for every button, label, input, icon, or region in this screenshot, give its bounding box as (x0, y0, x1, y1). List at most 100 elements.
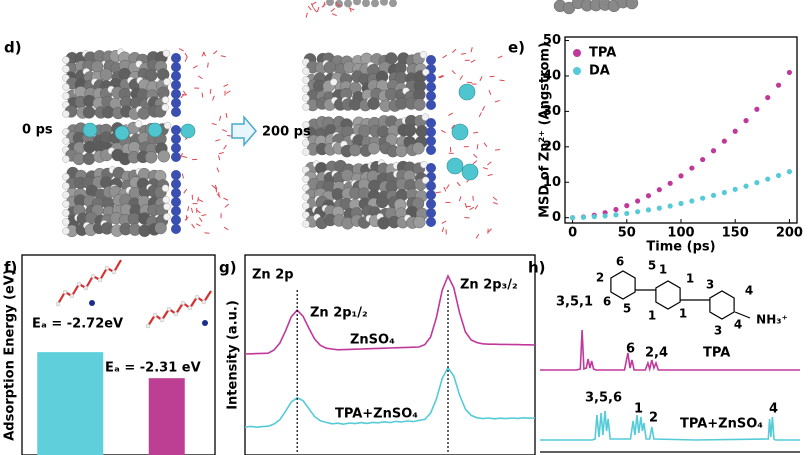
water (464, 202, 468, 208)
bar (37, 352, 104, 455)
illustrations (55, 0, 751, 329)
water (223, 84, 229, 87)
water (483, 142, 488, 147)
water (470, 47, 473, 53)
nitrogen (426, 82, 436, 92)
atom (389, 0, 397, 8)
structure-label: 5 (623, 302, 631, 316)
atom (194, 294, 200, 300)
water (197, 196, 199, 202)
structure-label: 6 (603, 295, 611, 309)
zinc-ion (82, 122, 98, 138)
water (202, 51, 207, 57)
water (459, 75, 464, 81)
atom (403, 124, 417, 137)
atom (111, 269, 117, 275)
zinc-atom (202, 320, 208, 326)
water (213, 50, 218, 55)
nitrogen (171, 179, 181, 189)
water (223, 144, 227, 150)
water (223, 197, 229, 201)
nitrogen (426, 73, 436, 83)
atom (173, 311, 179, 317)
point (689, 198, 695, 204)
arrow (231, 114, 257, 148)
atom (69, 293, 75, 299)
atom (62, 182, 70, 190)
atom (159, 317, 165, 323)
bar (148, 378, 185, 455)
atom (99, 68, 113, 81)
atom (157, 150, 170, 163)
annotation: 3,5,1 (556, 295, 593, 310)
point (743, 183, 749, 189)
atom (385, 52, 398, 65)
atom (187, 305, 193, 311)
structure-label: 1 (686, 272, 694, 286)
atom (62, 110, 70, 118)
atom (376, 195, 389, 209)
water (481, 105, 486, 111)
water (218, 152, 224, 155)
y-tick-label: 50 (543, 33, 561, 48)
atom (348, 143, 362, 157)
nitrogen (426, 118, 436, 128)
atom (302, 193, 310, 201)
point (645, 207, 652, 213)
atom (137, 107, 150, 120)
water (474, 204, 479, 210)
atom (97, 277, 103, 283)
legend-marker (573, 67, 581, 75)
water (311, 1, 317, 6)
atom (302, 103, 310, 111)
water (182, 155, 188, 159)
atom (83, 285, 89, 291)
point (754, 106, 760, 112)
water (456, 181, 461, 187)
point (765, 176, 771, 182)
water (331, 13, 337, 17)
atom (62, 200, 70, 208)
zinc-ion (147, 122, 163, 138)
water (183, 188, 188, 194)
nitrogen (171, 224, 181, 234)
point (721, 138, 727, 144)
water (192, 65, 198, 69)
atom (163, 121, 172, 130)
nitrogen (171, 152, 181, 162)
point (624, 210, 630, 217)
point (591, 214, 597, 220)
nitrogen (426, 136, 436, 146)
atom (302, 184, 310, 192)
water (435, 191, 441, 194)
annotation: Zn 2p₁/₂ (310, 306, 368, 321)
atom (144, 151, 158, 164)
water (478, 112, 482, 118)
time-label: 200 ps (262, 125, 311, 140)
atom (62, 83, 70, 91)
atom (395, 144, 408, 158)
atom (62, 227, 70, 235)
atom (302, 67, 310, 75)
nitrogen (426, 199, 436, 209)
panel-label: e) (508, 39, 525, 57)
atom (367, 142, 381, 155)
water (440, 129, 446, 134)
water (473, 131, 479, 134)
atom (163, 78, 171, 86)
point (775, 82, 782, 88)
water (180, 152, 183, 158)
water (473, 153, 478, 159)
nitrogen (426, 208, 436, 218)
atom (180, 300, 186, 306)
annotation: TPA+ZnSO₄ (680, 417, 763, 432)
atom (134, 120, 143, 128)
structure-label: 1 (679, 307, 687, 321)
water (215, 139, 221, 142)
x-tick-label: 0 (568, 226, 577, 241)
x-tick-label: 50 (618, 226, 636, 241)
water (441, 220, 447, 224)
point (580, 214, 587, 220)
value-label: Eₐ = -2.72eV (32, 317, 123, 332)
nitrogen (426, 91, 436, 101)
